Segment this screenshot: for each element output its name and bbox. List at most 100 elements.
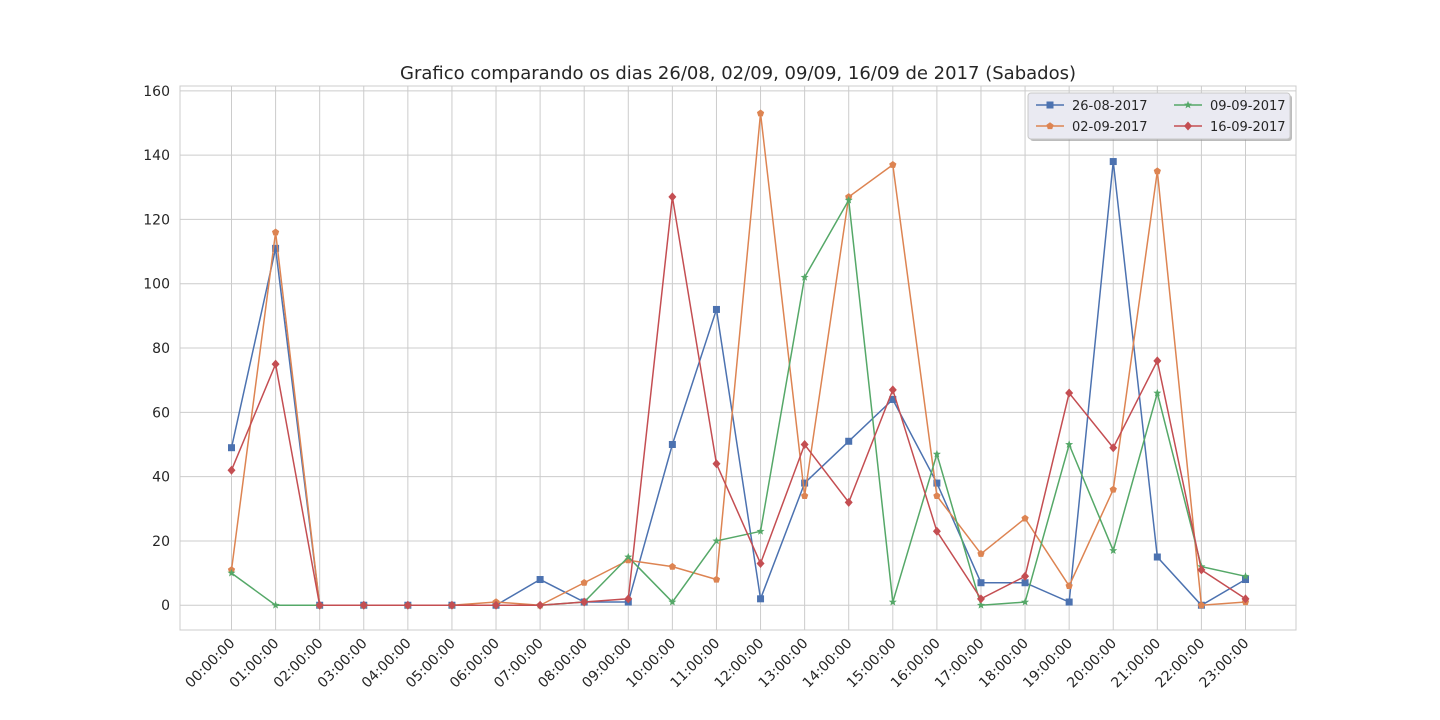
data-point xyxy=(1021,597,1030,606)
chart-title: Grafico comparando os dias 26/08, 02/09,… xyxy=(400,63,1076,84)
legend-label: 02-09-2017 xyxy=(1072,120,1148,135)
data-point xyxy=(844,195,853,204)
data-point xyxy=(1021,514,1029,522)
data-point xyxy=(756,109,765,117)
data-point xyxy=(1021,571,1030,581)
data-point xyxy=(227,568,236,577)
data-point xyxy=(977,579,985,587)
legend-item: 16-09-2017 xyxy=(1174,120,1286,135)
data-point xyxy=(932,449,941,458)
legend: 26-08-2017 02-09-2017 09-09-2017 16-09-2017 xyxy=(1027,92,1292,141)
data-point xyxy=(359,600,368,610)
legend-item: 26-08-2017 xyxy=(1036,99,1148,114)
legend-marker xyxy=(1046,122,1054,130)
gridlines xyxy=(180,86,1296,630)
data-point xyxy=(668,597,677,606)
data-point xyxy=(1065,388,1074,398)
data-point xyxy=(889,395,897,403)
data-point xyxy=(1065,440,1074,448)
legend-label: 16-09-2017 xyxy=(1210,120,1286,135)
data-point xyxy=(1153,553,1161,561)
data-point xyxy=(580,597,589,607)
data-point xyxy=(712,536,721,545)
data-point xyxy=(845,437,853,445)
data-point xyxy=(801,479,809,487)
legend-marker xyxy=(1046,101,1054,109)
data-point xyxy=(933,492,941,499)
data-point xyxy=(888,385,897,395)
data-point xyxy=(271,359,280,369)
data-point xyxy=(977,550,985,557)
data-point xyxy=(492,600,501,610)
data-point xyxy=(668,192,677,202)
data-point xyxy=(1109,485,1117,493)
data-point xyxy=(800,439,809,449)
data-point xyxy=(756,558,765,568)
data-point xyxy=(756,527,765,535)
y-tick-label: 100 xyxy=(143,277,170,293)
x-axis: 00:00:0001:00:0002:00:0003:00:0004:00:00… xyxy=(183,636,1253,692)
data-point xyxy=(1241,594,1250,604)
data-point xyxy=(712,459,721,469)
data-point xyxy=(1021,579,1029,587)
legend-item: 09-09-2017 xyxy=(1174,99,1286,114)
data-point xyxy=(712,575,721,583)
data-point xyxy=(536,600,545,610)
legend-label: 09-09-2017 xyxy=(1210,99,1286,114)
series-16-09-2017 xyxy=(227,192,1250,610)
data-point xyxy=(1242,576,1249,584)
data-point xyxy=(757,595,765,603)
data-point xyxy=(668,562,676,570)
data-point xyxy=(1197,601,1206,609)
data-point xyxy=(888,597,897,606)
data-point xyxy=(800,273,809,281)
data-point xyxy=(712,305,720,313)
legend-marker xyxy=(1184,100,1192,109)
y-tick-label: 120 xyxy=(143,212,170,228)
data-point xyxy=(1065,598,1073,606)
data-point xyxy=(624,594,633,604)
legend-label: 26-08-2017 xyxy=(1072,99,1148,114)
data-point xyxy=(801,492,809,499)
data-point xyxy=(1241,572,1250,580)
data-point xyxy=(889,160,897,168)
data-point xyxy=(844,497,853,507)
data-point xyxy=(668,440,676,448)
data-point xyxy=(536,576,544,584)
data-point xyxy=(1065,582,1073,590)
data-point xyxy=(272,244,280,252)
data-point xyxy=(624,552,633,561)
data-point xyxy=(976,601,985,609)
data-point xyxy=(227,465,236,475)
y-tick-label: 160 xyxy=(143,84,170,100)
data-point xyxy=(976,594,985,604)
data-point xyxy=(1109,443,1118,453)
y-tick-label: 140 xyxy=(143,148,170,164)
data-point xyxy=(271,601,280,609)
y-tick-label: 60 xyxy=(152,405,170,421)
data-point xyxy=(932,526,941,536)
y-tick-label: 40 xyxy=(152,470,170,486)
data-point xyxy=(580,578,588,586)
data-point xyxy=(403,600,412,610)
y-tick-label: 80 xyxy=(152,341,170,357)
data-point xyxy=(1197,565,1206,575)
data-point xyxy=(271,228,280,236)
legend-box xyxy=(1027,92,1291,140)
legend-item: 02-09-2017 xyxy=(1036,120,1148,135)
y-axis: 0 20 40 60 80 100 120 140 160 xyxy=(143,84,170,614)
data-point xyxy=(228,444,235,452)
series-line xyxy=(230,196,1246,606)
data-point xyxy=(1153,167,1161,175)
series-layer xyxy=(227,109,1250,610)
data-point xyxy=(1153,388,1162,397)
data-point xyxy=(315,600,324,610)
data-point xyxy=(933,479,941,487)
data-point xyxy=(1153,356,1162,366)
data-point xyxy=(447,600,456,610)
y-tick-label: 20 xyxy=(152,534,170,550)
data-point xyxy=(1109,546,1118,554)
legend-marker xyxy=(1184,121,1192,131)
y-tick-label: 0 xyxy=(161,598,170,614)
